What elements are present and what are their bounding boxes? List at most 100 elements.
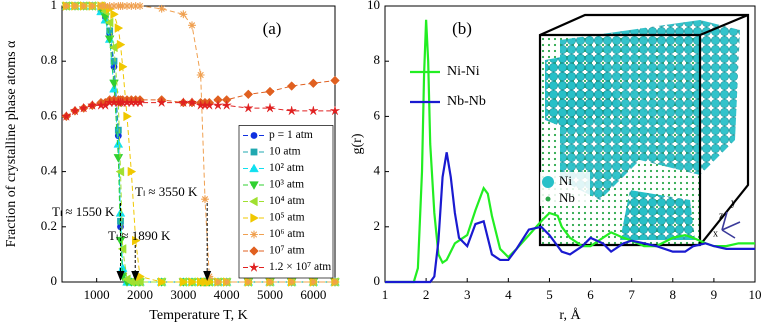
marker [116,39,126,50]
y-axis-label: g(r) [350,133,365,154]
marker [250,230,258,239]
marker [101,2,110,10]
marker [201,277,210,287]
marker [88,2,97,10]
y-tick-label: 6 [374,107,381,122]
x-tick-label: 4000 [214,287,240,302]
legend-label: 10⁷ atm [269,245,305,257]
axis-triad [721,211,741,239]
marker [330,75,340,86]
marker [222,278,231,286]
x-tick-label: 2 [423,287,430,302]
y-tick-label: 0 [374,273,381,288]
legend-label: 10⁵ atm [269,212,305,224]
marker [61,111,71,121]
marker [87,100,97,110]
marker [214,278,222,286]
marker [188,21,196,30]
x-tick-label: 6000 [300,287,326,302]
marker [179,277,189,287]
y-tick-label: 8 [374,52,381,67]
x-tick-label: 6 [587,287,594,302]
marker [115,166,125,177]
marker [243,103,253,113]
annotation: Tₗ ≈ 1550 K [52,204,115,219]
y-tick-label: 0 [51,273,58,288]
marker [243,89,254,100]
panel-label: (b) [452,19,472,38]
panel-label: (a) [263,19,282,38]
marker [249,246,259,256]
marker [114,126,122,134]
marker [79,2,88,10]
marker [131,2,140,10]
marker [205,272,214,281]
marker [136,2,144,10]
legend-label: p = 1 atm [269,129,313,141]
marker [79,103,89,113]
marker [309,278,318,286]
inset-legend-label: Nb [559,190,575,205]
y-tick-label: 0.4 [41,163,58,178]
marker [158,277,167,287]
marker [97,2,105,10]
marker [106,27,114,35]
series-line [385,152,755,284]
y-tick-label: 10 [367,0,380,12]
marker [132,235,141,246]
y-tick-label: 0.6 [41,107,58,122]
y-tick-label: 2 [374,218,381,233]
marker [110,2,118,10]
marker [249,262,259,272]
marker [250,213,259,223]
marker [119,61,128,72]
x-axis-label: r, Å [559,307,581,323]
marker [308,106,318,115]
marker [330,106,340,115]
x-tick-label: 3 [464,287,471,302]
x-tick-label: 8 [670,287,677,302]
x-axis-label: Temperature T, K [149,308,247,323]
marker [249,196,258,207]
y-axis-label: Fraction of crystalline phase atoms α [4,40,19,247]
legend-label: 10³ atm [269,179,304,191]
triad-label: z [719,210,724,221]
marker [178,97,188,107]
marker [286,81,297,91]
marker [123,111,132,122]
y-tick-label: 0.8 [41,52,57,67]
legend-label: 1.2 × 10⁷ atm [269,261,331,273]
marker [113,154,124,163]
marker [287,278,296,286]
marker [114,23,124,33]
annotation-arrowhead [203,271,212,281]
marker [117,217,124,225]
marker [62,2,71,10]
annotation-arrowhead [131,271,140,281]
legend-label: 10⁴ atm [269,195,305,207]
triad-label: y [731,197,736,208]
x-tick-label: 1 [382,287,389,302]
x-tick-label: 5 [546,287,553,302]
marker [265,86,275,97]
legend-label: 10 atm [269,146,301,158]
triad-label: x [713,228,718,239]
marker [118,2,127,10]
marker [287,106,297,115]
x-tick-label: 10 [749,287,762,302]
legend-label: 10² atm [269,162,304,174]
annotation: Tₗ ≈ 1890 K [108,228,171,243]
marker [110,9,119,20]
x-tick-label: 7 [628,287,635,302]
marker [222,100,232,110]
marker [250,148,258,156]
marker [71,2,79,10]
marker [157,4,166,13]
marker [179,10,188,19]
marker [188,277,197,287]
legend-label: Nb-Nb [447,94,486,109]
x-tick-label: 2000 [127,287,153,302]
ni-atoms [620,190,695,240]
marker [201,195,209,204]
